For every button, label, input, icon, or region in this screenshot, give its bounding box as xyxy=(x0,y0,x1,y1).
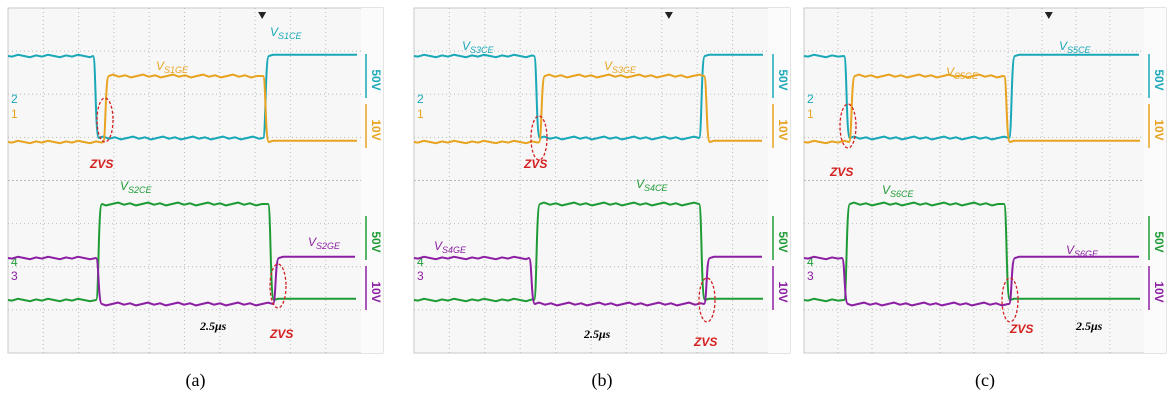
trace-label-sub: S5CE xyxy=(1067,45,1092,55)
scale-label: 50V xyxy=(776,69,790,90)
scale-label: 50V xyxy=(369,69,383,90)
scope-panel: VS3CE250VVS3GE110VVS4CE450VVS4GE310VZVSZ… xyxy=(414,8,790,353)
panel-caption: (c) xyxy=(975,370,995,391)
zvs-label: ZVS xyxy=(829,165,853,179)
timebase-label: 2.5μs xyxy=(583,327,611,341)
channel-marker: 2 xyxy=(417,92,424,106)
scale-label: 10V xyxy=(776,281,790,302)
trace-label-sub: S6CE xyxy=(890,189,915,199)
scale-label: 50V xyxy=(369,231,383,252)
scale-label: 50V xyxy=(1152,231,1166,252)
scale-label: 50V xyxy=(1152,69,1166,90)
channel-marker: 1 xyxy=(11,107,18,121)
zvs-label: ZVS xyxy=(1009,322,1033,336)
trace-label-sub: S1CE xyxy=(278,31,303,41)
trace-label-sub: S6GE xyxy=(1074,249,1099,259)
scale-label: 10V xyxy=(369,281,383,302)
scale-label: 10V xyxy=(369,119,383,140)
scale-label: 10V xyxy=(776,119,790,140)
timebase-label: 2.5μs xyxy=(1075,319,1103,333)
scale-label: 10V xyxy=(1152,119,1166,140)
zvs-label: ZVS xyxy=(693,335,717,349)
panel-caption: (a) xyxy=(186,370,206,391)
timebase-label: 2.5μs xyxy=(199,319,227,333)
scope-panel: VS5CE250VVS5GE110VVS6CE450VVS6GE310VZVSZ… xyxy=(804,8,1166,353)
channel-marker: 3 xyxy=(11,269,18,283)
zvs-label: ZVS xyxy=(89,157,113,171)
trace-label-sub: S1GE xyxy=(164,65,189,75)
scale-label: 50V xyxy=(776,231,790,252)
channel-marker: 2 xyxy=(11,92,18,106)
zvs-label: ZVS xyxy=(523,157,547,171)
zvs-label: ZVS xyxy=(269,327,293,341)
trace-label-sub: S2CE xyxy=(128,185,153,195)
channel-marker: 3 xyxy=(417,269,424,283)
trace-label-sub: S4GE xyxy=(442,245,467,255)
channel-marker: 3 xyxy=(807,269,814,283)
trace-label-sub: S2GE xyxy=(316,241,341,251)
trace-label-sub: S3CE xyxy=(470,45,495,55)
channel-marker: 1 xyxy=(417,107,424,121)
trace-label-sub: S4CE xyxy=(644,183,669,193)
channel-marker: 1 xyxy=(807,107,814,121)
figure: VS1CE250VVS1GE110VVS2CE450VVS2GE310VZVSZ… xyxy=(0,0,1174,393)
scale-label: 10V xyxy=(1152,281,1166,302)
channel-marker: 2 xyxy=(807,92,814,106)
panel-caption: (b) xyxy=(592,370,613,391)
trace-label-sub: S3GE xyxy=(612,65,637,75)
trace-label-sub: S5GE xyxy=(954,71,979,81)
scope-panel: VS1CE250VVS1GE110VVS2CE450VVS2GE310VZVSZ… xyxy=(8,8,383,353)
